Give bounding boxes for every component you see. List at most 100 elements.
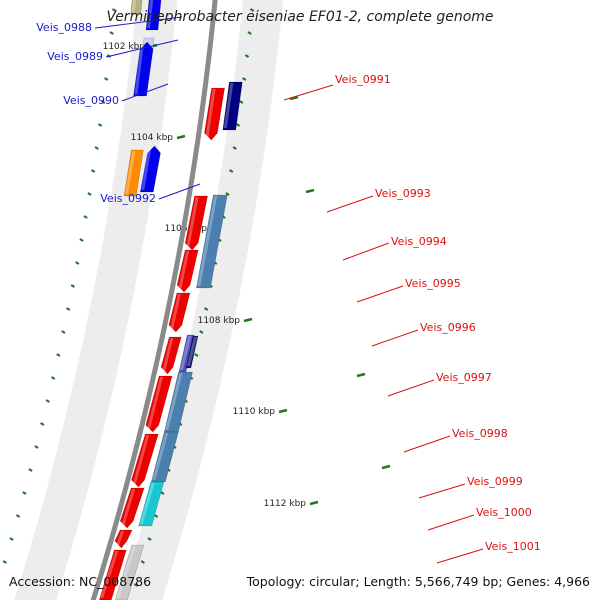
minor-tick-inner	[101, 100, 106, 104]
gene-leader-line	[387, 379, 435, 397]
minor-tick-inner	[45, 399, 50, 403]
gene-leader-line	[418, 483, 466, 499]
minor-tick-inner	[65, 307, 71, 311]
minor-tick-outer	[232, 146, 237, 150]
tick-label: 1112 kbp	[264, 499, 307, 509]
minor-tick-inner	[90, 169, 96, 173]
minor-tick-inner	[28, 468, 33, 472]
gene-block-navy[interactable]	[222, 81, 243, 131]
gene-block-orange[interactable]	[123, 149, 144, 197]
minor-tick-outer	[239, 100, 244, 104]
minor-tick-inner	[83, 215, 88, 219]
minor-tick-outer	[133, 583, 139, 587]
gene-leader-line	[94, 16, 183, 29]
gene-block-blue[interactable]	[133, 41, 154, 97]
minor-tick-outer	[249, 8, 255, 12]
major-tick	[289, 95, 299, 101]
gene-block-red[interactable]	[114, 529, 133, 549]
minor-tick-inner	[34, 445, 39, 449]
gene-leader-line	[403, 435, 451, 453]
gene-leader-line	[121, 83, 169, 102]
major-tick	[309, 500, 319, 506]
minor-tick-inner	[70, 284, 75, 288]
minor-tick-outer	[235, 123, 241, 127]
minor-tick-outer	[228, 169, 234, 173]
minor-tick-inner	[75, 261, 80, 265]
major-tick	[356, 372, 366, 378]
gene-block-red[interactable]	[204, 87, 225, 141]
gene-label[interactable]: Veis_0996	[420, 321, 476, 334]
minor-tick-inner	[61, 330, 66, 334]
minor-tick-inner	[104, 77, 109, 81]
gene-leader-line	[371, 329, 419, 347]
minor-tick-outer	[194, 353, 199, 357]
gene-label[interactable]: Veis_0998	[452, 427, 508, 440]
minor-tick-inner	[40, 422, 45, 426]
gene-leader-line	[342, 242, 390, 261]
tick-label: 1108 kbp	[198, 316, 241, 326]
gene-label[interactable]: Veis_0995	[405, 277, 461, 290]
gene-block-red[interactable]	[176, 249, 199, 293]
minor-tick-outer	[160, 491, 165, 495]
minor-tick-inner	[2, 560, 7, 564]
major-tick	[381, 464, 391, 470]
gene-label[interactable]: Veis_0993	[375, 187, 431, 200]
gene-leader-line	[326, 195, 374, 213]
gene-block-red[interactable]	[184, 195, 208, 251]
gene-block-blue[interactable]	[139, 145, 161, 193]
minor-tick-inner	[9, 537, 14, 541]
gene-block-steelblue[interactable]	[150, 431, 179, 483]
major-tick	[243, 317, 253, 323]
map-title: Verminephrobacter eiseniae EF01-2, compl…	[106, 9, 494, 25]
gene-block-red[interactable]	[160, 336, 182, 375]
gene-block-red[interactable]	[168, 292, 191, 333]
minor-tick-inner	[87, 192, 92, 196]
minor-tick-outer	[244, 54, 250, 58]
gene-leader-line	[158, 183, 201, 200]
gene-label[interactable]: Veis_0999	[467, 475, 523, 488]
gene-label[interactable]: Veis_0997	[436, 371, 492, 384]
major-tick	[176, 134, 186, 140]
tick-label: 1104 kbp	[131, 133, 174, 143]
gene-label[interactable]: Veis_0988	[36, 21, 92, 34]
minor-tick-inner	[22, 491, 27, 495]
minor-tick-inner	[94, 146, 99, 150]
tick-label: 1102 kbp	[103, 42, 146, 52]
gene-label[interactable]: Veis_1000	[476, 506, 532, 519]
minor-tick-inner	[56, 353, 61, 357]
gene-block-cyan[interactable]	[138, 481, 165, 527]
gene-block-red[interactable]	[119, 487, 145, 529]
tick-label: 1110 kbp	[233, 407, 276, 417]
gene-block-red[interactable]	[131, 433, 159, 488]
minor-tick-outer	[153, 514, 159, 518]
minor-tick-inner	[109, 31, 114, 35]
gene-label[interactable]: Veis_0989	[47, 50, 103, 63]
gene-leader-line	[427, 514, 475, 531]
genome-summary-text: Topology: circular; Length: 5,566,749 bp…	[246, 574, 590, 589]
gene-leader-line	[436, 548, 484, 564]
minor-tick-outer	[247, 31, 252, 35]
major-tick	[305, 188, 315, 194]
gene-label[interactable]: Veis_0991	[335, 73, 391, 86]
minor-tick-outer	[147, 537, 152, 541]
minor-tick-outer	[203, 307, 209, 311]
gene-label[interactable]: Veis_0992	[100, 192, 156, 205]
minor-tick-inner	[15, 514, 21, 518]
accession-text: Accession: NC_008786	[9, 574, 152, 589]
gene-block-red[interactable]	[145, 375, 173, 433]
gene-leader-line	[356, 285, 404, 303]
gene-block-steelblue[interactable]	[196, 194, 228, 289]
gene-label[interactable]: Veis_0994	[391, 235, 447, 248]
gene-leader-line	[283, 84, 334, 101]
minor-tick-inner	[79, 238, 84, 242]
minor-tick-outer	[225, 192, 230, 196]
minor-tick-outer	[242, 77, 247, 81]
gene-block-olive[interactable]	[130, 0, 143, 15]
strand-band	[119, 0, 284, 604]
minor-tick-outer	[140, 560, 145, 564]
gene-block-navy[interactable]	[185, 335, 199, 369]
gene-label[interactable]: Veis_0990	[63, 94, 119, 107]
gene-label[interactable]: Veis_1001	[485, 540, 541, 553]
